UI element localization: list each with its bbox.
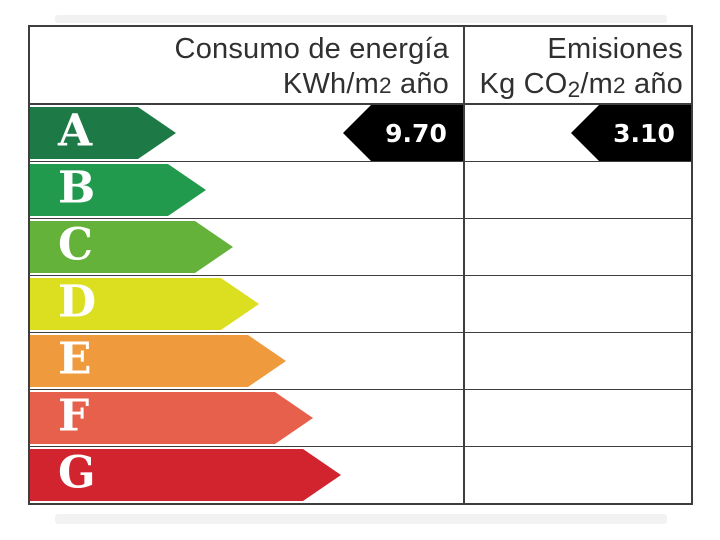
energy-column-title: Consumo de energía <box>174 33 449 65</box>
energy-value-marker: 9.70 <box>343 105 463 161</box>
rating-row-c: C <box>30 219 691 276</box>
rating-row-a: A 9.70 3.10 <box>30 105 691 162</box>
rating-rows: A 9.70 3.10 B C D <box>30 105 691 503</box>
rating-arrow-e: E <box>30 335 286 387</box>
scan-artifact-top <box>55 15 667 23</box>
rating-letter-d: D <box>58 276 97 328</box>
rating-letter-a: A <box>58 105 93 157</box>
rating-letter-g: G <box>58 447 96 499</box>
rating-row-g: G <box>30 447 691 503</box>
header-emissions: Emisiones Kg CO2/m2 año <box>463 27 691 103</box>
rating-arrow-b: B <box>30 164 206 216</box>
rating-arrow-f: F <box>30 392 313 444</box>
header-energy-consumption: Consumo de energía KWh/m2 año <box>30 27 463 103</box>
table-header: Consumo de energía KWh/m2 año Emisiones … <box>30 27 691 105</box>
rating-letter-c: C <box>58 219 94 271</box>
rating-letter-f: F <box>58 390 90 442</box>
column-divider <box>463 27 465 503</box>
rating-arrow-c: C <box>30 221 233 273</box>
rating-arrow-g: G <box>30 449 341 501</box>
rating-arrow-d: D <box>30 278 259 330</box>
rating-row-f: F <box>30 390 691 447</box>
emissions-value-marker: 3.10 <box>571 105 691 161</box>
rating-row-b: B <box>30 162 691 219</box>
rating-letter-b: B <box>58 162 96 214</box>
rating-row-d: D <box>30 276 691 333</box>
rating-arrow-a: A <box>30 107 176 159</box>
rating-row-e: E <box>30 333 691 390</box>
energy-value: 9.70 <box>385 118 447 148</box>
scan-artifact-bottom <box>55 514 667 524</box>
emissions-column-title: Emisiones <box>547 33 683 65</box>
rating-letter-e: E <box>58 333 92 385</box>
emissions-value: 3.10 <box>613 118 675 148</box>
energy-column-unit: KWh/m2 año <box>282 68 449 100</box>
rating-table: Consumo de energía KWh/m2 año Emisiones … <box>28 25 693 505</box>
emissions-column-unit: Kg CO2/m2 año <box>479 68 683 103</box>
